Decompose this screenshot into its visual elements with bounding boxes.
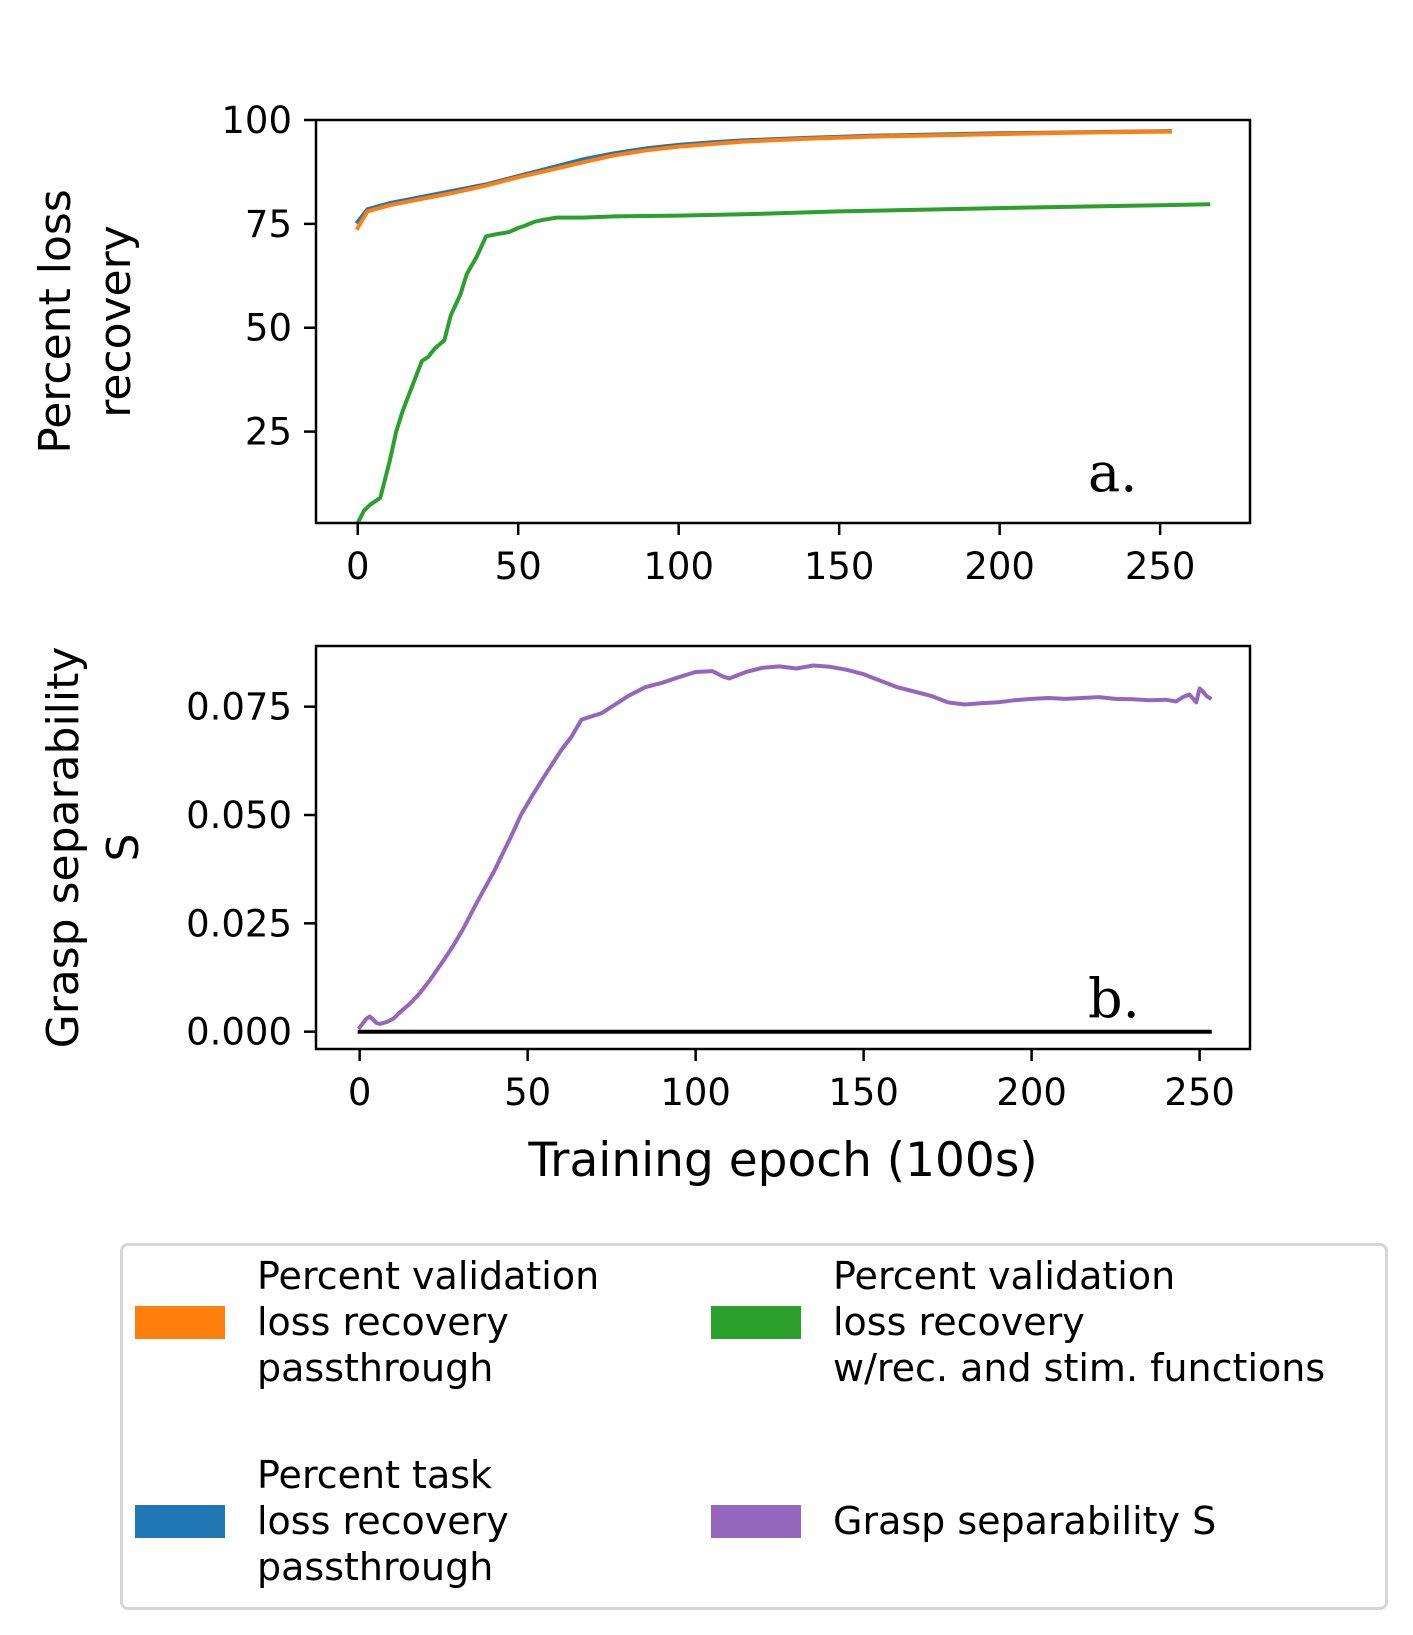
y-tick-label: 0.050 — [186, 794, 292, 837]
panel-label: b. — [1088, 967, 1140, 1030]
y-tick-label: 25 — [245, 411, 292, 454]
x-tick-label: 0 — [348, 1071, 372, 1114]
x-tick-label: 100 — [643, 545, 714, 588]
x-tick-label: 50 — [504, 1071, 551, 1114]
legend-swatch-orange — [135, 1305, 225, 1339]
x-axis-label: Training epoch (100s) — [527, 1133, 1037, 1188]
x-tick-label: 250 — [1164, 1071, 1235, 1114]
x-tick-label: 200 — [964, 545, 1035, 588]
y-axis-label: Percent loss — [30, 189, 81, 454]
legend-label: Percent validation loss recovery w/rec. … — [833, 1254, 1326, 1390]
legend-label: Percent task loss recovery passthrough — [257, 1453, 509, 1589]
x-tick-label: 150 — [828, 1071, 899, 1114]
legend-label: Grasp separability S — [833, 1499, 1217, 1543]
panel-label: a. — [1088, 441, 1137, 504]
legend-swatch-green — [711, 1305, 801, 1339]
y-tick-label: 0.000 — [186, 1011, 292, 1054]
x-tick-label: 100 — [660, 1071, 731, 1114]
y-tick-label: 0.075 — [186, 686, 292, 729]
y-tick-label: 50 — [245, 307, 292, 350]
y-axis-label: Grasp separability — [38, 647, 89, 1049]
axes-frame — [314, 644, 1252, 1051]
x-tick-label: 50 — [495, 545, 542, 588]
x-tick-label: 200 — [996, 1071, 1067, 1114]
series-line-percent-validation-loss-recovery-w-rec-and-stim-functions — [355, 202, 1211, 523]
y-tick-label: 75 — [245, 203, 292, 246]
series-line-percent-validation-loss-recovery-passthrough — [354, 129, 1172, 231]
axes-frame — [314, 118, 1252, 525]
y-tick-label: 0.025 — [186, 902, 292, 945]
legend-entry: Percent validation loss recovery passthr… — [135, 1253, 599, 1391]
legend-swatch-purple — [711, 1504, 801, 1538]
legend-entry: Percent task loss recovery passthrough — [135, 1452, 509, 1590]
legend-swatch-blue — [135, 1504, 225, 1538]
x-tick-label: 150 — [804, 545, 875, 588]
y-axis-label: recovery — [90, 225, 141, 418]
legend-label: Percent validation loss recovery passthr… — [257, 1254, 600, 1390]
x-tick-label: 250 — [1125, 545, 1196, 588]
legend: Percent validation loss recovery passthr… — [120, 1243, 1388, 1610]
series-line-grasp-separability-s — [356, 663, 1213, 1031]
x-tick-label: 0 — [346, 545, 370, 588]
legend-entry: Grasp separability S — [711, 1452, 1216, 1590]
y-tick-label: 100 — [221, 99, 292, 142]
y-axis-label: S — [98, 834, 149, 862]
legend-entry: Percent validation loss recovery w/rec. … — [711, 1253, 1325, 1391]
